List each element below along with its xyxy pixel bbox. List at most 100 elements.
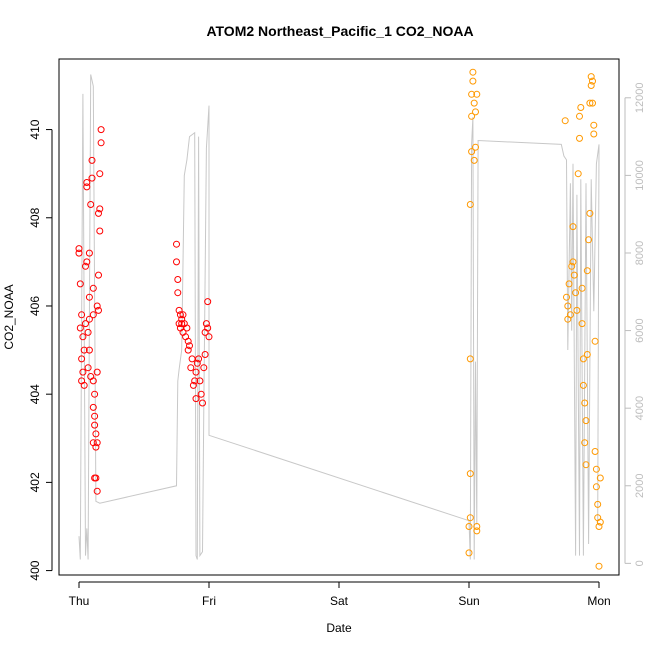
data-point-red: [95, 271, 102, 279]
data-point-orange: [577, 104, 585, 111]
data-point-orange: [586, 99, 594, 107]
data-point-orange: [591, 448, 599, 455]
chart-title: ATOM2 Northeast_Pacific_1 CO2_NOAA: [206, 23, 473, 39]
data-point-orange: [591, 337, 599, 345]
data-point-red: [189, 381, 197, 389]
data-point-red: [186, 342, 193, 350]
data-point-red: [87, 201, 95, 208]
data-point-red: [95, 306, 102, 314]
data-point-orange: [473, 527, 481, 535]
data-point-red: [96, 170, 104, 178]
data-point-red: [193, 359, 201, 367]
x-axis: Thu Fri Sat Sun Mon: [69, 581, 611, 608]
y-tick-label: 404: [28, 384, 42, 404]
data-point-red: [80, 346, 88, 354]
data-points-layer: [75, 68, 604, 570]
data-point-orange: [466, 355, 474, 363]
data-point-orange: [466, 201, 474, 208]
data-point-orange: [590, 130, 598, 138]
data-point-orange: [570, 271, 578, 279]
data-point-red: [88, 156, 96, 164]
data-point-orange: [472, 108, 479, 116]
plot-frame: [58, 58, 620, 576]
data-point-orange: [563, 293, 570, 301]
data-point-red: [89, 284, 97, 292]
data-point-red: [76, 280, 84, 288]
data-point-red: [89, 403, 97, 411]
data-point-orange: [573, 306, 581, 314]
data-point-red: [93, 368, 101, 376]
y2-tick-label: 10000: [634, 160, 646, 191]
data-point-red: [187, 364, 195, 372]
y-tick-label: 410: [28, 119, 42, 139]
y2-axis: 0 2000 4000 6000 8000 10000 12000: [624, 83, 646, 566]
data-point-red: [174, 289, 182, 297]
data-point-orange: [568, 262, 576, 270]
data-point-red: [85, 293, 93, 301]
data-point-red: [82, 320, 89, 328]
data-point-red: [76, 324, 84, 332]
data-point-red: [91, 390, 99, 398]
y2-tick-label: 12000: [634, 83, 646, 114]
data-point-red: [96, 227, 104, 235]
data-point-orange: [468, 90, 476, 98]
data-point-red: [195, 355, 203, 363]
data-point-red: [202, 320, 210, 328]
y-axis-label: CO2_NOAA: [2, 284, 16, 349]
data-point-red: [205, 333, 213, 341]
data-point-orange: [592, 483, 600, 491]
y-tick-label: 408: [28, 207, 42, 227]
y-tick-label: 406: [28, 296, 42, 316]
data-point-red: [173, 240, 180, 248]
data-point-orange: [565, 280, 573, 288]
data-point-orange: [592, 465, 600, 473]
data-point-orange: [566, 311, 574, 319]
data-point-orange: [582, 461, 590, 469]
data-point-red: [93, 439, 101, 447]
data-point-red: [178, 320, 186, 328]
data-point-red: [199, 399, 206, 407]
data-point-orange: [587, 73, 595, 81]
data-point-red: [85, 249, 93, 257]
data-point-orange: [578, 284, 586, 292]
data-point-red: [92, 474, 100, 482]
data-point-red: [84, 328, 92, 336]
data-point-red: [83, 258, 91, 266]
data-point-red: [93, 302, 101, 310]
data-point-red: [83, 183, 91, 191]
data-point-red: [196, 377, 204, 385]
data-point-red: [78, 311, 86, 319]
altitude-line-layer: [78, 74, 600, 560]
y-axis: 400 402 404 406 408 410: [28, 119, 53, 581]
data-point-orange: [465, 523, 473, 530]
data-point-red: [91, 421, 99, 429]
data-point-orange: [569, 258, 577, 266]
data-point-red: [188, 355, 196, 363]
data-point-red: [92, 430, 100, 438]
data-point-orange: [589, 77, 596, 85]
x-tick-label: Sun: [458, 594, 479, 608]
data-point-orange: [465, 549, 473, 557]
data-point-orange: [470, 99, 478, 107]
data-point-red: [96, 205, 104, 213]
y2-tick-label: 4000: [634, 396, 646, 420]
data-point-orange: [581, 399, 589, 407]
data-point-red: [197, 390, 205, 398]
data-point-orange: [473, 90, 481, 98]
data-point-red: [78, 355, 86, 363]
x-tick-label: Thu: [69, 594, 90, 608]
y2-tick-label: 0: [634, 560, 646, 566]
data-point-red: [200, 364, 208, 372]
data-point-orange: [585, 236, 593, 244]
data-point-red: [201, 351, 209, 358]
y-tick-label: 400: [28, 560, 42, 580]
data-point-orange: [466, 514, 474, 522]
data-point-orange: [576, 112, 583, 120]
data-point-orange: [574, 170, 582, 178]
data-point-red: [82, 262, 89, 270]
data-point-orange: [596, 518, 604, 526]
data-point-red: [192, 395, 200, 403]
data-point-orange: [579, 355, 587, 363]
data-point-red: [176, 311, 184, 319]
